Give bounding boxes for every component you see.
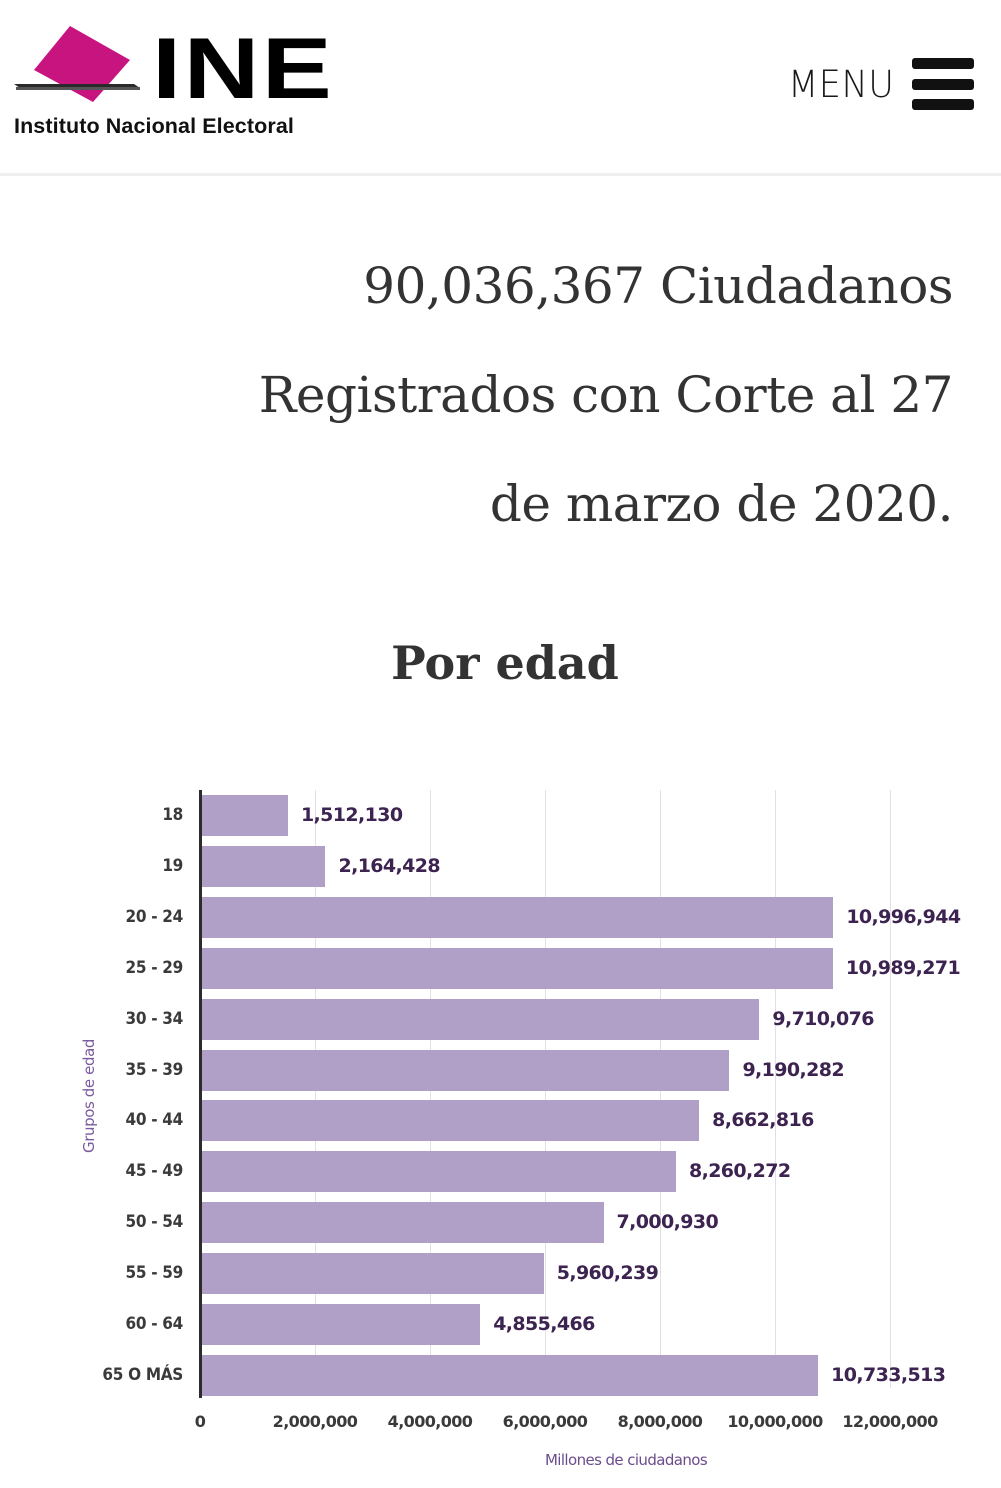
y-category-label: 45 - 49 [125,1161,184,1182]
bar-value-label: 8,662,816 [712,1109,814,1132]
y-category-label: 35 - 39 [125,1059,184,1080]
headline-line: de marzo de 2020. [489,475,954,533]
bar[interactable] [201,845,326,887]
hamburger-icon [912,58,975,110]
gridline [890,790,891,1388]
bar-value-label: 10,996,944 [846,905,961,928]
x-tick-label: 4,000,000 [387,1412,473,1431]
y-category-label: 25 - 29 [125,957,184,978]
y-category-label: 20 - 24 [125,906,184,927]
bar[interactable] [201,795,288,836]
bar-row: 20 - 24 10,996,944 [0,896,1001,938]
bar-row: 18 1,512,130 [0,795,1001,836]
bar[interactable] [201,1304,481,1345]
bar[interactable] [201,998,760,1040]
x-tick-label: 10,000,000 [727,1412,823,1431]
bar-row: 50 - 54 7,000,930 [0,1202,1001,1244]
y-category-label: 60 - 64 [125,1314,184,1334]
y-category-label: 30 - 34 [125,1008,184,1029]
bar[interactable] [201,1354,819,1396]
bar-value-label: 4,855,466 [493,1313,595,1335]
x-tick-label: 8,000,000 [617,1412,703,1431]
y-category-label: 40 - 44 [125,1110,184,1131]
bar[interactable] [201,1151,676,1193]
x-axis-label: Millones de ciudadanos [544,1451,708,1469]
y-category-label: 65 O MÁS [102,1364,183,1385]
headline-line: 90,036,367 Ciudadanos [363,257,953,315]
bar-value-label: 5,960,239 [556,1262,659,1285]
bar-row: 30 - 34 9,710,076 [0,998,1001,1040]
y-axis-line [199,790,202,1398]
bar-row: 55 - 59 5,960,239 [0,1253,1001,1295]
y-category-label: 19 [162,855,183,876]
bar-row: 19 2,164,428 [0,845,1001,887]
x-tick-label: 2,000,000 [272,1412,358,1431]
bar-value-label: 10,989,271 [845,956,961,979]
site-header: INE Instituto Nacional Electoral MENU [0,0,1001,176]
bar-row: 25 - 29 10,989,271 [0,947,1001,989]
bar[interactable] [201,947,833,989]
y-category-label: 18 [162,805,183,825]
bar[interactable] [201,1100,700,1142]
ballot-box-logo-icon [14,26,140,102]
bar-value-label: 2,164,428 [338,854,441,877]
bar-row: 60 - 64 4,855,466 [0,1304,1001,1345]
bar-value-label: 9,190,282 [742,1058,845,1081]
registered-citizens-headline: 90,036,367 Ciudadanos Registrados con Co… [193,232,954,559]
bar-value-label: 10,733,513 [831,1363,946,1386]
bar-value-label: 7,000,930 [616,1211,719,1234]
bar-row: 35 - 39 9,190,282 [0,1049,1001,1091]
bar[interactable] [201,1202,604,1244]
x-tick-label: 12,000,000 [842,1412,938,1431]
y-category-label: 50 - 54 [125,1212,184,1233]
bar-value-label: 1,512,130 [300,804,403,826]
x-tick-label: 6,000,000 [502,1412,588,1431]
bar[interactable] [201,1049,730,1091]
bar-row: 65 O MÁS 10,733,513 [0,1354,1001,1396]
menu-button[interactable]: MENU [788,58,975,110]
bar-row: 40 - 44 8,662,816 [0,1100,1001,1142]
y-category-label: 55 - 59 [125,1263,184,1284]
logo-subtitle: Instituto Nacional Electoral [14,114,294,138]
bar[interactable] [201,896,834,938]
ine-logo[interactable]: INE Instituto Nacional Electoral [12,24,382,144]
bar-value-label: 9,710,076 [772,1007,874,1030]
headline-line: Registrados con Corte al 27 [258,366,954,424]
x-tick-label: 0 [194,1412,206,1431]
menu-label: MENU [788,62,895,106]
gridline [775,790,776,1388]
bar-value-label: 8,260,272 [688,1160,791,1183]
logo-wordmark: INE [152,21,335,117]
section-title: Por edad [391,636,619,690]
bar[interactable] [201,1253,544,1295]
bar-row: 45 - 49 8,260,272 [0,1151,1001,1193]
